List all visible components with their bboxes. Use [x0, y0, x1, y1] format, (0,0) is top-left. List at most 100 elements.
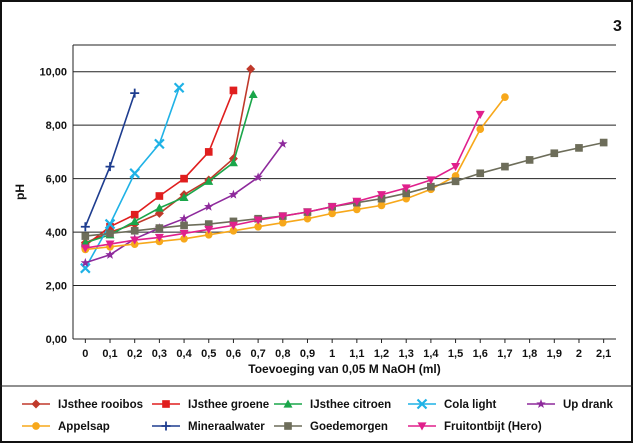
data-marker	[204, 201, 214, 211]
legend-item-ijsthee_groene: IJsthee groene	[152, 399, 269, 411]
data-marker	[475, 110, 485, 119]
x-tick-label: 0	[82, 348, 88, 360]
x-tick-label: 1,9	[547, 348, 562, 360]
data-marker	[31, 399, 41, 409]
data-marker	[229, 86, 238, 95]
data-marker	[204, 230, 213, 239]
series-line	[85, 96, 506, 251]
data-marker	[106, 222, 114, 231]
data-marker	[501, 162, 509, 171]
legend-label: Appelsap	[58, 421, 110, 433]
data-marker	[401, 184, 411, 193]
legend-item-appelsap: Appelsap	[22, 421, 110, 433]
x-tick-label: 1,1	[349, 348, 364, 360]
data-marker	[204, 148, 213, 156]
x-tick-label: 1,2	[374, 348, 389, 360]
data-marker	[426, 176, 436, 185]
data-marker	[204, 176, 214, 185]
legend-label: Up drank	[563, 399, 613, 411]
data-marker	[130, 210, 139, 219]
data-marker	[476, 125, 485, 134]
data-marker	[327, 203, 337, 212]
x-tick-label: 0,9	[300, 348, 315, 360]
y-axis-title: pH	[13, 184, 27, 200]
data-marker	[501, 93, 509, 101]
data-marker	[180, 174, 188, 183]
y-tick-label: 10,00	[39, 67, 67, 79]
x-tick-label: 1,3	[399, 348, 414, 360]
data-marker	[204, 225, 214, 234]
y-tick-label: 8,00	[46, 120, 67, 132]
data-marker	[162, 400, 170, 408]
legend-label: Goedemorgen	[310, 421, 388, 433]
data-marker	[80, 244, 90, 253]
series-line	[84, 92, 136, 228]
data-marker	[417, 422, 427, 431]
x-tick-label: 0,7	[250, 348, 265, 360]
series-goedemorgen	[81, 138, 608, 240]
data-marker	[352, 197, 362, 206]
data-marker	[246, 64, 256, 74]
data-marker	[575, 144, 583, 152]
data-marker	[80, 238, 90, 247]
series-line	[85, 143, 284, 264]
data-marker	[229, 226, 238, 235]
legend-item-mineraalwater: Mineraalwater	[152, 421, 265, 433]
x-tick-label: 2	[576, 348, 582, 360]
series-fruitontbijt	[80, 110, 485, 253]
data-marker	[80, 262, 91, 274]
figure-number: 3	[613, 18, 622, 35]
data-marker	[451, 163, 461, 172]
legend-item-ijsthee_citroen: IJsthee citroen	[274, 399, 391, 411]
data-marker	[476, 169, 485, 178]
data-marker	[228, 158, 238, 167]
series-ijsthee_groene	[81, 86, 238, 250]
legend-label: Fruitontbijt (Hero)	[444, 421, 542, 433]
data-marker	[80, 222, 90, 232]
data-marker	[129, 168, 140, 179]
data-marker	[179, 213, 189, 223]
data-marker	[130, 226, 139, 235]
x-tick-label: 0,3	[152, 348, 167, 360]
series-line	[84, 68, 252, 244]
data-marker	[81, 232, 90, 240]
x-tick-label: 0,1	[102, 348, 117, 360]
legend-item-up_drank: Up drank	[527, 399, 613, 411]
data-marker	[106, 229, 114, 238]
data-marker	[154, 203, 164, 212]
x-tick-label: 0,4	[176, 348, 192, 360]
data-marker	[179, 229, 189, 238]
data-marker	[303, 214, 312, 223]
data-marker	[155, 224, 164, 232]
data-marker	[427, 182, 435, 191]
data-marker	[278, 218, 287, 227]
legend-item-fruitontbijt: Fruitontbijt (Hero)	[408, 421, 542, 433]
legend-label: Cola light	[444, 399, 497, 411]
data-marker	[284, 422, 292, 430]
data-marker	[278, 212, 288, 221]
data-marker	[377, 201, 386, 210]
data-marker	[105, 240, 115, 249]
data-marker	[80, 257, 91, 267]
legend-label: IJsthee rooibos	[58, 399, 143, 411]
series-mineraalwater	[80, 88, 140, 232]
x-tick-label: 1,7	[497, 348, 512, 360]
data-marker	[180, 221, 188, 230]
y-tick-label: 4,00	[46, 227, 67, 239]
data-marker	[130, 88, 140, 98]
data-marker	[328, 209, 336, 218]
legend-item-ijsthee_rooibos: IJsthee rooibos	[22, 399, 143, 411]
data-marker	[161, 421, 171, 431]
data-marker	[451, 177, 460, 186]
x-tick-label: 1,5	[448, 348, 463, 360]
data-marker	[278, 138, 288, 148]
data-marker	[105, 249, 115, 259]
data-marker	[550, 149, 559, 158]
series-cola_light	[80, 82, 185, 274]
x-tick-label: 0,8	[275, 348, 290, 360]
data-marker	[173, 82, 185, 94]
data-marker	[377, 191, 387, 200]
x-tick-label: 1,4	[423, 348, 439, 360]
